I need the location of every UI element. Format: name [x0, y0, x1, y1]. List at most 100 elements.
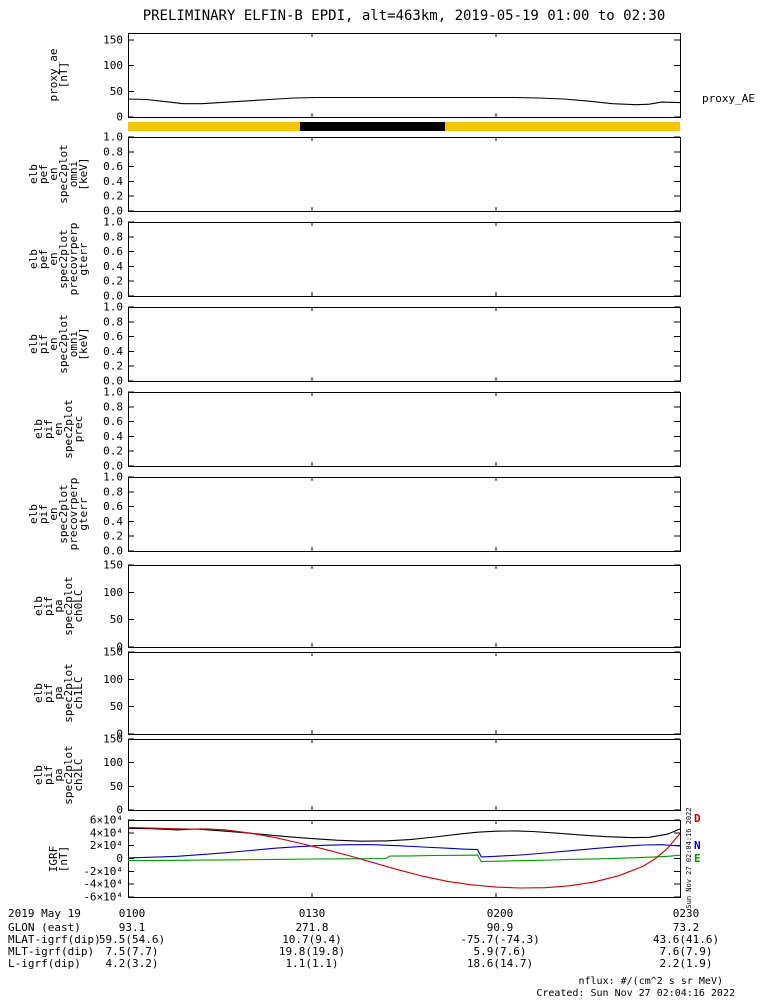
panel-proxy_ae	[128, 33, 681, 118]
series-igrf-E	[127, 854, 681, 863]
ytick-label: 0.0	[103, 460, 123, 473]
ylabel-pef_omni: elb pef en spec2plot omni [keV]	[20, 137, 98, 211]
ytick-label: 0.4	[103, 175, 123, 188]
ytick-label: 0.2	[103, 190, 123, 203]
series-igrf-N	[127, 844, 681, 859]
created-note: Created: Sun Nov 27 02:04:16 2022	[536, 988, 735, 999]
ylabel-pif_prec: elb pif en spec2plot prec	[20, 392, 98, 466]
footer-row-label: 2019 May 19	[8, 907, 81, 920]
footer-value: 4.2(3.2)	[105, 957, 159, 970]
ytick-label: 100	[103, 673, 123, 686]
ytick-label: 1.0	[103, 216, 123, 229]
ylabel-ch2LC: elb pif pa spec2plot ch2LC	[20, 739, 98, 810]
ytick-label: 50	[110, 780, 123, 793]
status-segment-yellow	[444, 122, 680, 131]
footer-value: 19.8(19.8)	[278, 945, 346, 958]
panel-ch1LC	[128, 652, 681, 735]
footer-value: 7.6(7.9)	[659, 945, 713, 958]
ylabel-ch1LC: elb pif pa spec2plot ch1LC	[20, 652, 98, 734]
ylabel-text: proxy_ae [nT]	[47, 48, 70, 102]
ytick-label: 150	[103, 646, 123, 659]
ytick-label: 0.8	[103, 230, 123, 243]
footer-value: 18.6(14.7)	[466, 957, 534, 970]
panel-ch0LC	[128, 565, 681, 648]
ytick-label: 50	[110, 700, 123, 713]
ytick-label: 0.0	[103, 375, 123, 388]
ylabel-pif_gterr: elb pif en spec2plot precovrperp gterr	[20, 477, 98, 551]
footer-value: 0100	[118, 907, 146, 920]
footer-value: 93.1	[118, 921, 146, 934]
series-igrf-B_black	[127, 827, 681, 842]
footer-row-label: GLON (east)	[8, 921, 81, 934]
ylabel-igrf: IGRF [nT]	[20, 820, 98, 897]
ylabel-text: elb pif en spec2plot prec	[32, 399, 85, 459]
nflux-units-note: nflux: #/(cm^2 s sr MeV)	[578, 976, 724, 987]
igrf-legend-D: D	[694, 812, 701, 825]
panel-pif_prec	[128, 392, 681, 467]
ytick-label: 0	[116, 111, 123, 124]
ytick-label: 0.4	[103, 515, 123, 528]
footer-value: -75.7(-74.3)	[460, 933, 540, 946]
footer-value: 90.9	[486, 921, 514, 934]
status-segment-yellow	[128, 122, 301, 131]
ytick-label: 6×10⁴	[90, 814, 123, 827]
panel-ch2LC	[128, 739, 681, 811]
ytick-label: 100	[103, 586, 123, 599]
ylabel-text: elb pif en spec2plot omni [keV]	[27, 314, 90, 374]
ytick-label: 100	[103, 756, 123, 769]
ytick-label: 50	[110, 613, 123, 626]
ytick-label: 150	[103, 33, 123, 46]
ytick-label: 1.0	[103, 386, 123, 399]
ytick-label: 0.8	[103, 315, 123, 328]
ylabel-text: elb pif pa spec2plot ch0LC	[32, 576, 85, 636]
ytick-label: 0.2	[103, 360, 123, 373]
status-bar	[128, 122, 680, 131]
ytick-label: 150	[103, 559, 123, 572]
footer-row-label: MLT-igrf(dip)	[8, 945, 95, 958]
ytick-label: 0.8	[103, 485, 123, 498]
footer-value: 5.9(7.6)	[473, 945, 527, 958]
ylabel-pef_gterr: elb pef en spec2plot precovrperp gterr	[20, 222, 98, 296]
footer-value: 2.2(1.9)	[659, 957, 713, 970]
ylabel-text: elb pif pa spec2plot ch1LC	[32, 663, 85, 723]
ytick-label: 0.6	[103, 415, 123, 428]
ytick-label: -6×10⁴	[83, 891, 123, 904]
ytick-label: 0.0	[103, 545, 123, 558]
footer-value: 73.2	[672, 921, 700, 934]
ylabel-ch0LC: elb pif pa spec2plot ch0LC	[20, 565, 98, 647]
ytick-label: 0.2	[103, 530, 123, 543]
ytick-label: -4×10⁴	[83, 878, 123, 891]
status-segment-black	[300, 122, 445, 131]
ylabel-text: elb pif en spec2plot precovrperp gterr	[27, 477, 90, 551]
ylabel-text: IGRF [nT]	[47, 845, 70, 872]
ytick-label: -2×10⁴	[83, 865, 123, 878]
ytick-label: 0.6	[103, 160, 123, 173]
ytick-label: 0.0	[103, 290, 123, 303]
ytick-label: 0.4	[103, 345, 123, 358]
ytick-label: 1.0	[103, 471, 123, 484]
ytick-label: 0	[116, 804, 123, 817]
ytick-label: 0.4	[103, 430, 123, 443]
ytick-label: 0.6	[103, 500, 123, 513]
footer-value: 1.1(1.1)	[285, 957, 339, 970]
ytick-label: 1.0	[103, 301, 123, 314]
footer-value: 59.5(54.6)	[98, 933, 166, 946]
ytick-label: 0.8	[103, 145, 123, 158]
footer-value: 10.7(9.4)	[282, 933, 342, 946]
ylabel-pif_omni: elb pif en spec2plot omni [keV]	[20, 307, 98, 381]
panel-pif_gterr	[128, 477, 681, 552]
footer-value: 0130	[298, 907, 326, 920]
ytick-label: 2×10⁴	[90, 839, 123, 852]
ylabel-proxy_ae: proxy_ae [nT]	[20, 33, 98, 117]
igrf-legend-E: E	[694, 852, 701, 865]
footer-value: 7.5(7.7)	[105, 945, 159, 958]
plot-title: PRELIMINARY ELFIN-B EPDI, alt=463km, 201…	[142, 8, 666, 24]
panel-pif_omni	[128, 307, 681, 382]
ytick-label: 0.8	[103, 400, 123, 413]
footer-value: 0230	[672, 907, 700, 920]
footer-value: 43.6(41.6)	[652, 933, 720, 946]
footer-row-label: MLAT-igrf(dip)	[8, 933, 101, 946]
ylabel-text: elb pif pa spec2plot ch2LC	[32, 744, 85, 805]
